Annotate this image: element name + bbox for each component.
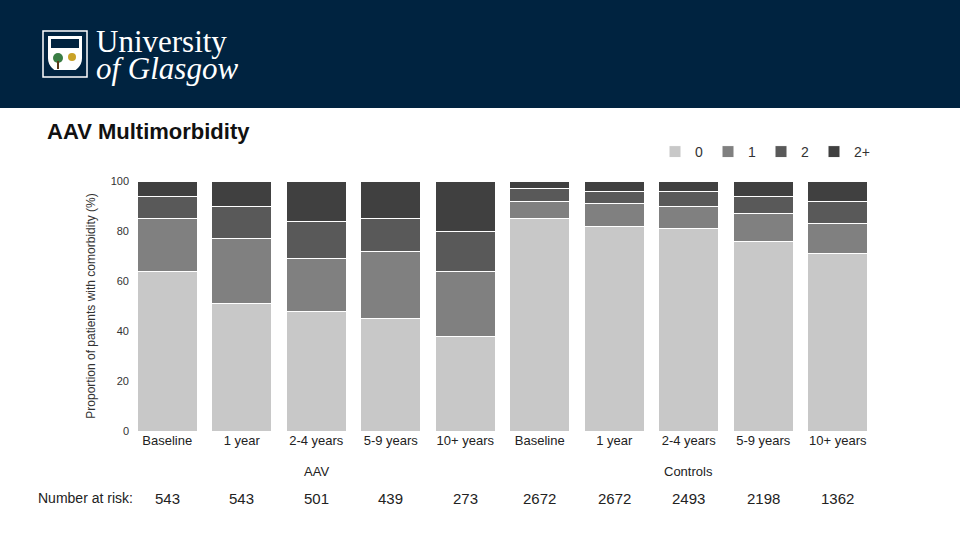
svg-text:Number at risk:: Number at risk:	[38, 490, 133, 506]
svg-text:273: 273	[453, 490, 478, 507]
html-text:University: University	[96, 24, 227, 59]
svg-text:2493: 2493	[672, 490, 705, 507]
svg-text:20: 20	[117, 375, 129, 387]
svg-text:Baseline: Baseline	[515, 433, 565, 448]
svg-text:60: 60	[117, 275, 129, 287]
svg-text:AAV: AAV	[304, 464, 329, 479]
svg-text:0: 0	[123, 425, 129, 437]
svg-text:0: 0	[695, 144, 703, 160]
svg-text:Controls: Controls	[664, 464, 713, 479]
svg-text:100: 100	[111, 175, 129, 187]
svg-text:501: 501	[304, 490, 329, 507]
svg-text:2+: 2+	[854, 144, 870, 160]
svg-text:2672: 2672	[523, 490, 556, 507]
svg-text:2198: 2198	[747, 490, 780, 507]
svg-text:10+ years: 10+ years	[437, 433, 495, 448]
svg-text:1 year: 1 year	[596, 433, 633, 448]
svg-text:543: 543	[229, 490, 254, 507]
svg-text:80: 80	[117, 225, 129, 237]
svg-text:543: 543	[155, 490, 180, 507]
svg-text:5-9 years: 5-9 years	[736, 433, 791, 448]
svg-text:1: 1	[748, 144, 756, 160]
svg-text:10+ years: 10+ years	[809, 433, 867, 448]
svg-text:5-9 years: 5-9 years	[364, 433, 419, 448]
svg-text:Proportion of patients with co: Proportion of patients with comorbidity …	[84, 193, 98, 418]
svg-text:Baseline: Baseline	[142, 433, 192, 448]
svg-text:40: 40	[117, 325, 129, 337]
svg-text:2: 2	[801, 144, 809, 160]
svg-text:2-4 years: 2-4 years	[662, 433, 717, 448]
svg-text:2672: 2672	[598, 490, 631, 507]
svg-text:AAV Multimorbidity: AAV Multimorbidity	[47, 119, 250, 144]
svg-text:439: 439	[378, 490, 403, 507]
svg-text:1362: 1362	[821, 490, 854, 507]
html-text:of Glasgow: of Glasgow	[96, 51, 239, 86]
svg-text:2-4 years: 2-4 years	[289, 433, 344, 448]
svg-text:1 year: 1 year	[224, 433, 261, 448]
